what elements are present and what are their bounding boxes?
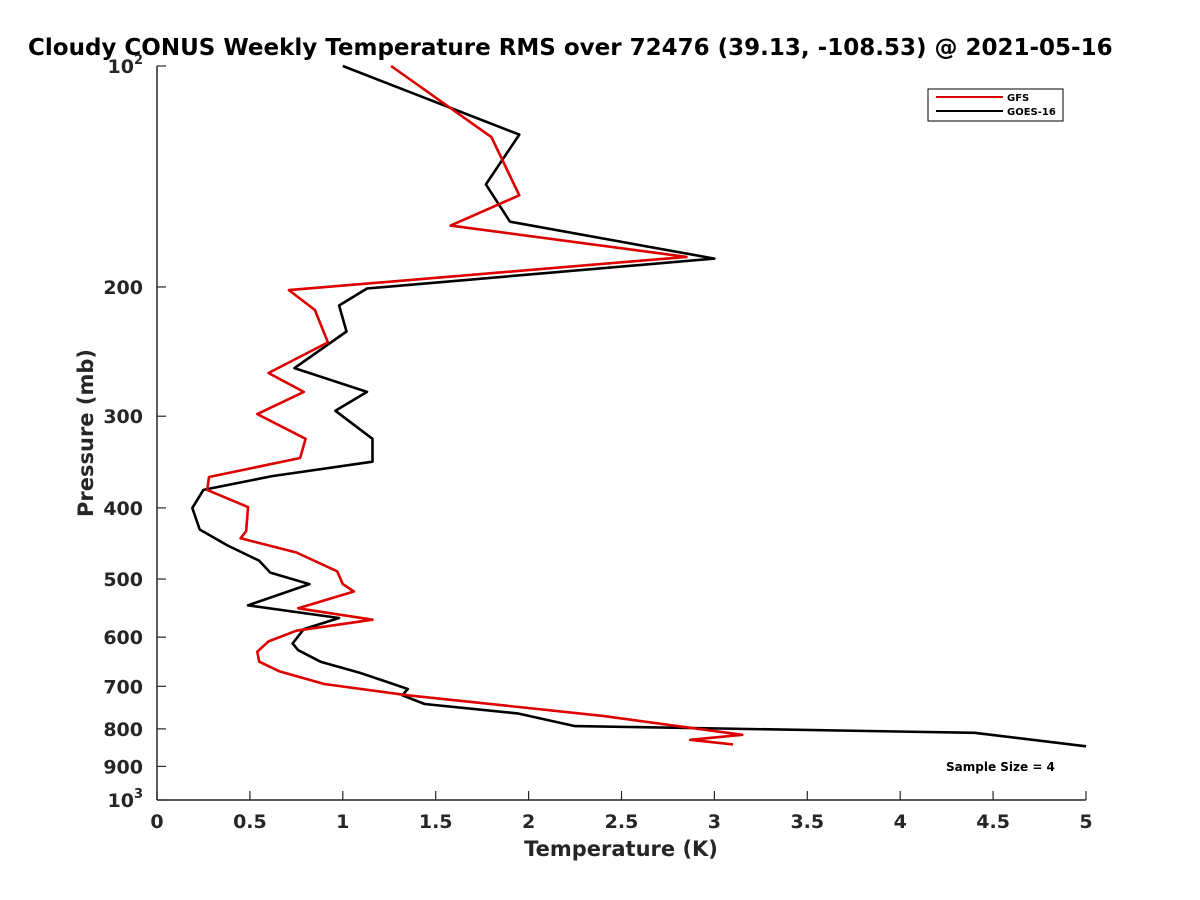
legend: GFS GOES-16 xyxy=(927,88,1064,122)
y-axis-label: Pressure (mb) xyxy=(74,349,98,517)
x-tick-label: 3 xyxy=(708,811,721,833)
y-tick-label: 400 xyxy=(103,498,143,520)
x-tick-label: 0.5 xyxy=(233,811,267,833)
y-tick-label: 200 xyxy=(103,277,143,299)
x-tick-label: 1.5 xyxy=(419,811,453,833)
x-tick-label: 0 xyxy=(150,811,163,833)
y-axis-ticks: 102 200 300 400 500 600 700 800 900 103 xyxy=(103,53,166,812)
plot-area xyxy=(191,64,1087,748)
x-tick-label: 2 xyxy=(522,811,535,833)
y-tick-label: 103 xyxy=(108,787,144,812)
chart-title: Cloudy CONUS Weekly Temperature RMS over… xyxy=(28,35,1113,61)
x-tick-label: 5 xyxy=(1079,811,1092,833)
sample-size-annotation: Sample Size = 4 xyxy=(946,760,1055,774)
y-tick-label: 900 xyxy=(103,756,143,778)
legend-box xyxy=(927,88,1064,122)
y-tick-label: 800 xyxy=(103,719,143,741)
legend-label-gfs: GFS xyxy=(1007,93,1029,104)
x-tick-label: 1 xyxy=(336,811,349,833)
y-tick-label: 700 xyxy=(103,676,143,698)
x-tick-label: 4 xyxy=(894,811,907,833)
x-tick-label: 3.5 xyxy=(790,811,824,833)
series-line-gfs xyxy=(205,64,744,746)
x-tick-label: 2.5 xyxy=(605,811,639,833)
y-tick-label: 300 xyxy=(103,406,143,428)
y-tick-label: 500 xyxy=(103,569,143,591)
series-line-goes16 xyxy=(191,64,1087,748)
x-tick-label: 4.5 xyxy=(976,811,1010,833)
x-axis-ticks: 0 0.5 1 1.5 2 2.5 3 3.5 4 4.5 5 xyxy=(150,791,1093,833)
legend-label-goes16: GOES-16 xyxy=(1007,107,1056,118)
y-tick-label: 600 xyxy=(103,627,143,649)
x-axis-label: Temperature (K) xyxy=(524,837,718,861)
y-tick-label: 102 xyxy=(108,53,144,78)
